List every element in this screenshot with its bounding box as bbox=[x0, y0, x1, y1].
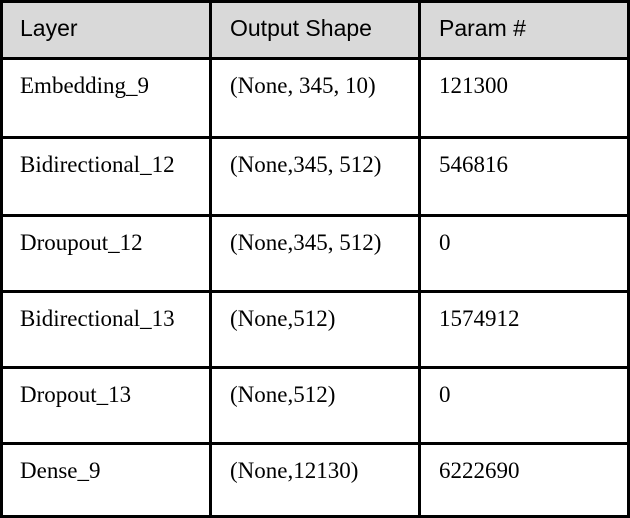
header-output-shape: Output Shape bbox=[212, 3, 421, 57]
cell-layer: Dense_9 bbox=[3, 445, 212, 515]
cell-output-shape: (None,512) bbox=[212, 293, 421, 366]
cell-layer: Bidirectional_12 bbox=[3, 139, 212, 214]
table-row: Embedding_9 (None, 345, 10) 121300 bbox=[3, 60, 627, 139]
table-row: Dropout_13 (None,512) 0 bbox=[3, 369, 627, 445]
cell-output-shape: (None, 345, 10) bbox=[212, 60, 421, 136]
table-row: Dense_9 (None,12130) 6222690 bbox=[3, 445, 627, 515]
cell-params: 0 bbox=[439, 230, 451, 255]
table-row: Bidirectional_12 (None,345, 512) 546816 bbox=[3, 139, 627, 217]
cell-output-shape: (None,345, 512) bbox=[212, 139, 421, 214]
table-header-row: Layer Output Shape Param # bbox=[3, 3, 627, 60]
cell-layer: Embedding_9 bbox=[3, 60, 212, 136]
cell-layer: Dropout_13 bbox=[3, 369, 212, 442]
cell-params: 121300 bbox=[439, 73, 508, 98]
table-row: Droupout_12 (None,345, 512) 0 bbox=[3, 217, 627, 293]
table-row: Bidirectional_13 (None,512) 1574912 bbox=[3, 293, 627, 369]
cell-params: 6222690 bbox=[439, 458, 520, 483]
header-params: Param # bbox=[439, 15, 526, 41]
cell-output-shape: (None,512) bbox=[212, 369, 421, 442]
cell-params: 546816 bbox=[439, 152, 508, 177]
cell-output-shape: (None,12130) bbox=[212, 445, 421, 515]
header-layer: Layer bbox=[3, 3, 212, 57]
cell-layer: Droupout_12 bbox=[3, 217, 212, 290]
cell-params: 1574912 bbox=[439, 306, 520, 331]
cell-params: 0 bbox=[439, 382, 451, 407]
cell-output-shape: (None,345, 512) bbox=[212, 217, 421, 290]
cell-layer: Bidirectional_13 bbox=[3, 293, 212, 366]
